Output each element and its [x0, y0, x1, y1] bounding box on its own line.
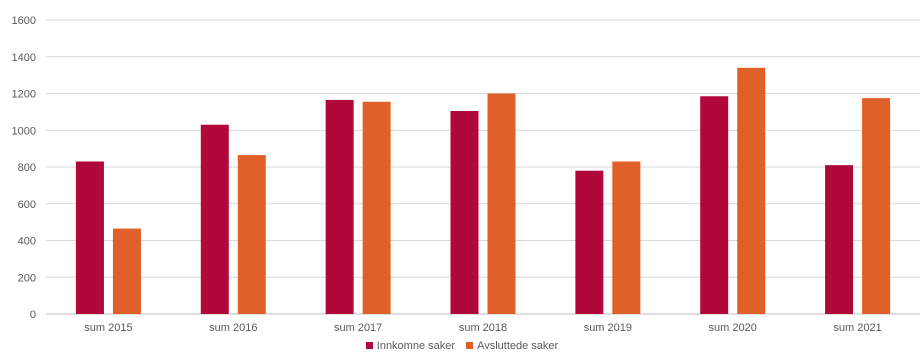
- x-tick-label: sum 2016: [209, 322, 257, 334]
- bar-avsluttede-3: [362, 101, 391, 314]
- y-tick-label: 1200: [12, 89, 36, 101]
- bar-avsluttede-2: [237, 155, 266, 314]
- y-tick-label: 1400: [12, 52, 36, 64]
- y-tick-label: 1000: [12, 125, 36, 137]
- x-tick-label: sum 2018: [459, 322, 507, 334]
- legend-item-innkomne: Innkomne saker: [365, 340, 456, 352]
- y-tick-label: 200: [18, 272, 36, 284]
- legend: Innkomne saker Avsluttede saker: [0, 340, 924, 352]
- x-tick-label: sum 2021: [833, 322, 881, 334]
- x-axis-tick-labels: sum 2015 sum 2016 sum 2017 sum 2018 sum 2019…: [84, 322, 881, 334]
- y-tick-label: 0: [30, 309, 36, 321]
- y-axis-tick-labels: 0 200 400 600 800 1000 1200 1400 1600: [12, 15, 36, 321]
- bar-innkomne-2: [200, 124, 229, 314]
- y-tick-label: 800: [18, 162, 36, 174]
- bar-innkomne-5: [575, 170, 604, 314]
- y-tick-label: 1600: [12, 15, 36, 27]
- bar-innkomne-4: [450, 110, 479, 314]
- bar-avsluttede-7: [862, 98, 891, 314]
- bar-innkomne-7: [825, 165, 854, 314]
- y-tick-label: 600: [18, 199, 36, 211]
- legend-label-avsluttede: Avsluttede saker: [477, 340, 559, 352]
- legend-label-innkomne: Innkomne saker: [376, 340, 456, 352]
- bar-avsluttede-6: [737, 67, 766, 315]
- x-tick-label: sum 2015: [84, 322, 132, 334]
- bar-innkomne-6: [700, 96, 729, 314]
- x-tick-label: sum 2017: [334, 322, 382, 334]
- legend-swatch-innkomne: [365, 342, 373, 349]
- bar-avsluttede-5: [612, 161, 641, 314]
- gridlines: [46, 19, 920, 315]
- bars: [75, 67, 891, 315]
- legend-swatch-avsluttede: [466, 342, 474, 349]
- bar-innkomne-3: [325, 99, 354, 315]
- y-tick-label: 400: [18, 236, 36, 248]
- legend-item-avsluttede: Avsluttede saker: [466, 340, 558, 352]
- x-tick-label: sum 2019: [584, 322, 632, 334]
- x-tick-label: sum 2020: [709, 322, 757, 334]
- bar-avsluttede-4: [487, 93, 516, 314]
- bar-avsluttede-1: [112, 228, 141, 314]
- bar-innkomne-1: [75, 161, 104, 314]
